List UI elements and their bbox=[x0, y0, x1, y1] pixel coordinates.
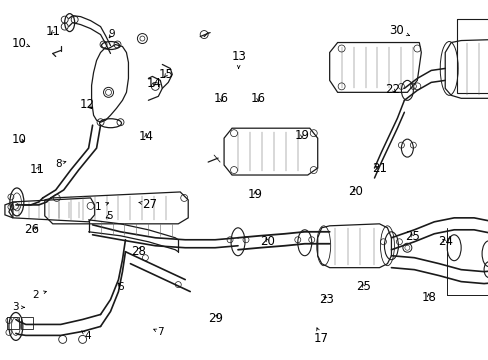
Text: 15: 15 bbox=[159, 68, 174, 81]
Text: 16: 16 bbox=[250, 92, 265, 105]
Text: 16: 16 bbox=[213, 92, 228, 105]
Text: 29: 29 bbox=[207, 311, 223, 325]
Text: 8: 8 bbox=[55, 159, 66, 169]
Text: 19: 19 bbox=[247, 188, 262, 201]
Text: 30: 30 bbox=[388, 24, 408, 37]
Bar bbox=[456, 19, 488, 93]
Text: 10: 10 bbox=[12, 133, 27, 146]
Text: 28: 28 bbox=[131, 244, 145, 257]
Text: 6: 6 bbox=[117, 282, 123, 292]
Text: 20: 20 bbox=[347, 185, 362, 198]
Text: 17: 17 bbox=[313, 328, 328, 345]
Text: 27: 27 bbox=[139, 198, 157, 211]
Bar bbox=[7, 318, 19, 329]
Text: 10: 10 bbox=[12, 36, 30, 50]
Text: 25: 25 bbox=[356, 280, 370, 293]
Text: 20: 20 bbox=[260, 235, 275, 248]
Text: 26: 26 bbox=[23, 223, 39, 236]
Text: 24: 24 bbox=[437, 235, 452, 248]
Text: 13: 13 bbox=[231, 50, 245, 68]
Text: 14: 14 bbox=[138, 130, 153, 143]
Bar bbox=[21, 318, 33, 329]
Text: 11: 11 bbox=[30, 163, 45, 176]
Text: 25: 25 bbox=[404, 230, 419, 243]
Text: 1: 1 bbox=[95, 202, 108, 212]
Text: 3: 3 bbox=[12, 302, 24, 312]
Text: 7: 7 bbox=[153, 327, 163, 337]
Text: 9: 9 bbox=[108, 29, 115, 39]
Text: 12: 12 bbox=[80, 98, 95, 111]
Text: 2: 2 bbox=[33, 290, 46, 300]
Text: 23: 23 bbox=[318, 293, 333, 306]
Text: 19: 19 bbox=[294, 129, 309, 142]
Text: 5: 5 bbox=[105, 211, 112, 221]
Text: 4: 4 bbox=[81, 331, 91, 341]
Text: 21: 21 bbox=[372, 162, 386, 175]
Text: 11: 11 bbox=[46, 25, 61, 38]
Text: 18: 18 bbox=[420, 291, 435, 304]
Text: 14: 14 bbox=[146, 77, 162, 90]
Text: 22: 22 bbox=[385, 83, 400, 96]
